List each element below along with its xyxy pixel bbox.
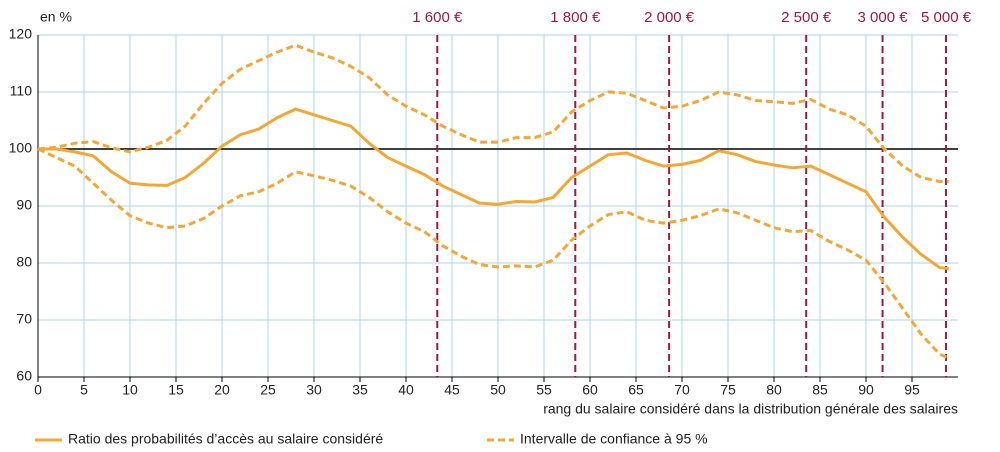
y-tick-label: 110 xyxy=(10,83,33,99)
x-axis-label: rang du salaire considéré dans la distri… xyxy=(543,401,958,417)
x-tick-label: 70 xyxy=(674,382,690,398)
threshold-label: 3 000 € xyxy=(858,9,909,26)
x-tick-label: 25 xyxy=(260,382,276,398)
series-line xyxy=(37,43,949,183)
x-tick-label: 55 xyxy=(536,382,552,398)
legend-label: Ratio des probabilités d’accès au salair… xyxy=(68,431,383,447)
x-tick-label: 50 xyxy=(490,382,506,398)
x-tick-label: 40 xyxy=(398,382,414,398)
series-line xyxy=(37,147,950,360)
threshold-label: 1 600 € xyxy=(412,9,463,26)
x-tick-label: 45 xyxy=(444,382,460,398)
y-tick-label: 100 xyxy=(9,140,33,156)
x-tick-label: 60 xyxy=(582,382,598,398)
y-axis-label: en % xyxy=(40,9,72,25)
x-tick-label: 95 xyxy=(904,382,920,398)
threshold-label: 2 000 € xyxy=(644,9,695,26)
x-tick-label: 10 xyxy=(122,382,138,398)
threshold-label: 1 800 € xyxy=(550,9,601,26)
y-tick-label: 120 xyxy=(9,26,33,42)
x-tick-label: 30 xyxy=(306,382,322,398)
x-tick-label: 35 xyxy=(352,382,368,398)
legend-label: Intervalle de confiance à 95 % xyxy=(520,431,708,447)
x-tick-label: 65 xyxy=(628,382,644,398)
x-tick-label: 15 xyxy=(168,382,184,398)
x-tick-label: 75 xyxy=(720,382,736,398)
threshold-label: 5 000 € xyxy=(921,9,972,26)
x-tick-label: 90 xyxy=(858,382,874,398)
y-tick-label: 90 xyxy=(16,197,32,213)
threshold-label: 2 500 € xyxy=(781,9,832,26)
x-tick-label: 80 xyxy=(766,382,782,398)
series-line xyxy=(38,107,949,271)
x-tick-label: 85 xyxy=(812,382,828,398)
x-tick-label: 20 xyxy=(214,382,230,398)
y-tick-label: 70 xyxy=(16,311,32,327)
x-tick-label: 0 xyxy=(34,382,42,398)
y-tick-label: 60 xyxy=(16,368,32,384)
y-tick-label: 80 xyxy=(16,254,32,270)
x-tick-label: 5 xyxy=(80,382,88,398)
